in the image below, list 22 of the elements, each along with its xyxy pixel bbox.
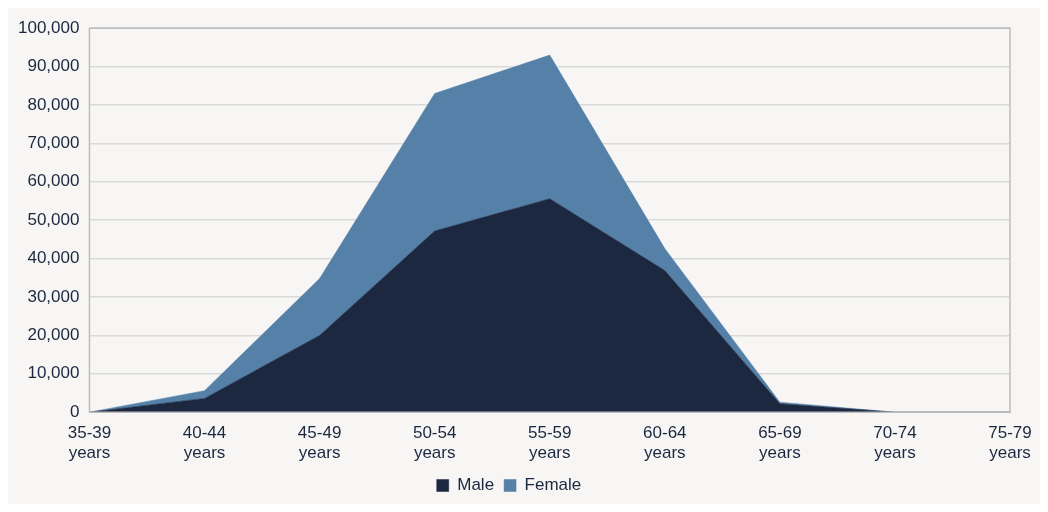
- x-tick-label: 45-49 years: [297, 423, 342, 463]
- y-tick-label: 10,000: [27, 363, 80, 383]
- x-tick-label: 35-39 years: [67, 423, 112, 463]
- legend-label: Female: [524, 475, 582, 495]
- y-tick-label: 30,000: [27, 286, 80, 306]
- x-tick-label: 50-54 years: [412, 423, 457, 463]
- x-tick-label: 40-44 years: [182, 423, 227, 463]
- y-tick-label: 40,000: [27, 248, 80, 268]
- y-tick-label: 90,000: [27, 56, 80, 76]
- x-tick-label: 60-64 years: [643, 423, 687, 463]
- legend-label: Male: [457, 475, 495, 495]
- y-tick-label: 80,000: [27, 94, 80, 114]
- y-tick-label: 60,000: [27, 171, 80, 191]
- y-tick-label: 0: [69, 401, 80, 421]
- x-tick-label: 70-74 years: [873, 423, 917, 463]
- x-tick-label: 55-59 years: [527, 423, 572, 463]
- y-tick-label: 20,000: [27, 325, 80, 345]
- y-tick-label: 100,000: [18, 17, 80, 37]
- x-tick-label: 65-69 years: [758, 423, 802, 463]
- y-tick-label: 70,000: [27, 133, 80, 153]
- y-tick-label: 50,000: [27, 209, 80, 229]
- x-tick-label: 75-79 years: [988, 423, 1032, 463]
